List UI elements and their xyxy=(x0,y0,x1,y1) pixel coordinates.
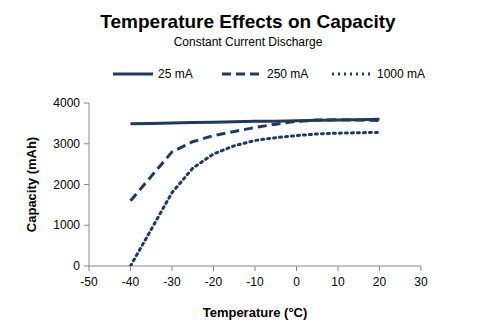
x-tick-label: -10 xyxy=(246,275,264,289)
y-tick xyxy=(84,184,89,185)
x-tick xyxy=(89,266,90,271)
legend-swatch xyxy=(113,73,153,76)
x-tick xyxy=(296,266,297,271)
x-axis-label: Temperature (°C) xyxy=(203,305,308,320)
legend-label: 1000 mA xyxy=(377,67,425,81)
y-axis-label: Capacity (mAh) xyxy=(24,137,39,232)
x-tick-label: 30 xyxy=(414,275,428,289)
y-tick xyxy=(84,143,89,144)
x-tick xyxy=(379,266,380,271)
x-tick-label: -30 xyxy=(163,275,181,289)
chart-container: Temperature Effects on Capacity Constant … xyxy=(0,0,497,330)
x-tick-label: 20 xyxy=(373,275,387,289)
x-tick-label: -50 xyxy=(80,275,98,289)
y-tick xyxy=(84,103,89,104)
subtitle: Constant Current Discharge xyxy=(174,35,323,49)
x-tick xyxy=(130,266,131,271)
x-tick xyxy=(255,266,256,271)
legend-entry: 250 mA xyxy=(222,67,308,81)
x-tick-label: -40 xyxy=(122,275,140,289)
legend-entry: 1000 mA xyxy=(332,67,425,81)
y-tick-label: 2000 xyxy=(53,178,80,192)
y-tick-label: 3000 xyxy=(53,137,80,151)
x-tick-label: 10 xyxy=(331,275,345,289)
y-tick-label: 1000 xyxy=(53,218,80,232)
x-tick xyxy=(338,266,339,271)
x-tick xyxy=(421,266,422,271)
legend-swatch xyxy=(222,73,262,76)
legend-entry: 25 mA xyxy=(113,67,193,81)
y-tick xyxy=(84,266,89,267)
legend-label: 25 mA xyxy=(158,67,193,81)
legend-label: 250 mA xyxy=(267,67,308,81)
x-tick-label: 0 xyxy=(293,275,300,289)
plot-area xyxy=(131,119,380,266)
x-tick xyxy=(213,266,214,271)
chart-svg: Temperature Effects on Capacity Constant … xyxy=(0,0,497,330)
legend-swatch xyxy=(332,73,372,76)
axes: 0 1000 2000 3000 4000 -50 -40 -30 -20 -10 0 10 20 30 xyxy=(53,96,428,289)
x-tick-label: -20 xyxy=(205,275,223,289)
series-line xyxy=(131,132,380,266)
x-tick xyxy=(172,266,173,271)
y-tick-label: 0 xyxy=(73,259,80,273)
y-tick-label: 4000 xyxy=(53,96,80,110)
y-tick xyxy=(84,225,89,226)
title: Temperature Effects on Capacity xyxy=(100,11,396,32)
